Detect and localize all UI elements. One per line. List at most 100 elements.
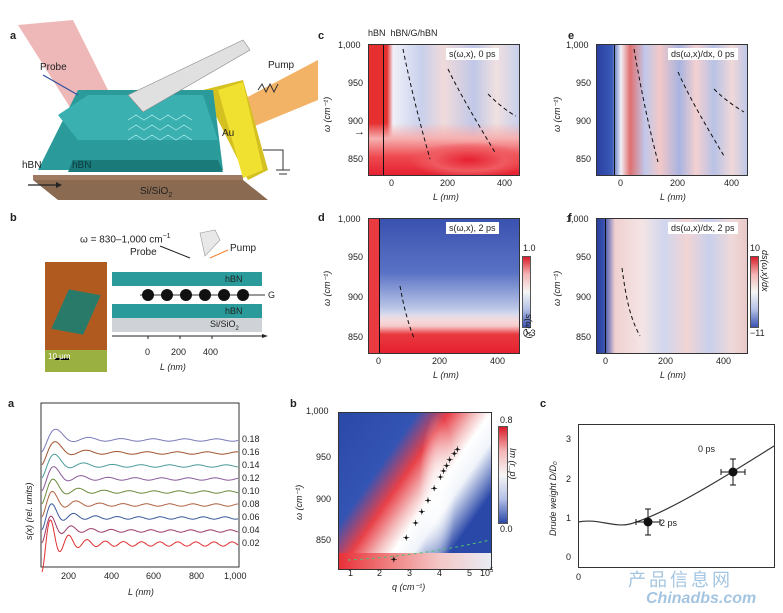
bottom-b-points-group — [390, 446, 461, 563]
bottom-a-series-label: 0.04 — [242, 525, 260, 535]
bottom-a-x-label: L (nm) — [128, 587, 154, 597]
bottom-b-y-label: ω (cm⁻¹) — [294, 484, 304, 520]
panel-letter-c-bottom: c — [540, 398, 547, 410]
bottom-b-error-cross — [418, 508, 425, 515]
bottom-a-x-tick-4: 1,000 — [224, 571, 247, 581]
panel-f-cbar-min: −11 — [750, 328, 765, 338]
panel-c-y-tick-3: 850 — [348, 154, 364, 164]
bottom-a-series-label: 0.14 — [242, 460, 260, 470]
watermark-en: Chinadbs.com — [646, 590, 757, 607]
panel-letter-b-top: b — [10, 212, 17, 224]
panel-b-hbn-top-label: hBN — [225, 274, 243, 284]
bottom-b-error-cross — [403, 534, 410, 541]
panel-b-hbn-top-layer — [112, 272, 262, 286]
panel-b-tip — [159, 229, 229, 259]
panel-b-probe-label: Probe — [130, 247, 157, 258]
panel-b-substrate-text: Si/SiO — [210, 319, 236, 329]
panel-b-omega-sup: −1 — [162, 233, 171, 240]
panel-d-cbar-max: 1.0 — [523, 243, 536, 253]
bottom-b-error-cross — [431, 485, 438, 492]
panel-b-x-tick-2: 400 — [203, 347, 219, 357]
panel-f-colorbar — [750, 256, 759, 328]
panel-e-y-tick-3: 850 — [576, 154, 592, 164]
schematic-au-label: Au — [222, 128, 235, 139]
panel-d-heatmap — [368, 218, 520, 354]
panel-d-dashed-curve — [399, 285, 415, 339]
bottom-a-chart — [40, 402, 240, 573]
panel-d-y-tick-3: 850 — [348, 332, 364, 342]
panel-e-y-label: ω (cm⁻¹) — [552, 96, 562, 132]
panel-b-hbn-bottom-layer — [112, 304, 262, 318]
bottom-b-error-cross — [390, 556, 397, 563]
bottom-b-x-multiplier: 105 — [480, 568, 493, 578]
panel-e-y-tick-0: 1,000 — [566, 40, 589, 50]
bottom-b-x-tick-2: 3 — [407, 568, 413, 578]
bottom-a-series-line — [41, 490, 239, 518]
panel-c-x-tick-0: 0 — [389, 178, 395, 188]
bottom-c-points-group — [635, 458, 746, 536]
panel-b-pump-label: Pump — [230, 243, 257, 254]
bottom-a-series-line — [41, 503, 239, 531]
panel-c-x-tick-1: 200 — [440, 178, 456, 188]
panel-f-y-tick-1: 950 — [576, 252, 592, 262]
schematic-substrate-sub: 2 — [168, 192, 173, 199]
panel-f-heatmap — [596, 218, 748, 354]
bottom-c-y-label: Drude weight D/D₀ — [548, 461, 558, 536]
schematic-pump-label: Pump — [268, 60, 295, 71]
panel-e-y-tick-2: 900 — [576, 116, 592, 126]
panel-b-optical-image — [45, 262, 107, 372]
panel-f-y-label: ω (cm⁻¹) — [552, 270, 562, 306]
panel-b-x-label: L (nm) — [160, 362, 186, 372]
panel-c-tag: s(ω,x), 0 ps — [446, 48, 499, 60]
bottom-b-x-multiplier-base: 10 — [480, 568, 491, 578]
bottom-b-cbar-min: 0.0 — [500, 524, 513, 534]
panel-b-x-tick-1: 200 — [171, 347, 187, 357]
bottom-b-x-tick-4: 5 — [467, 568, 473, 578]
bottom-b-error-cross — [454, 446, 461, 453]
bottom-a-series-label: 0.08 — [242, 499, 260, 509]
panel-b-hbn-bottom-label: hBN — [225, 306, 243, 316]
panel-c-y-tick-0: 1,000 — [338, 40, 361, 50]
bottom-b-y-tick-0: 1,000 — [306, 406, 329, 416]
panel-letter-f: f — [568, 212, 572, 224]
bottom-a-x-tick-3: 800 — [189, 571, 205, 581]
schematic-hbn-left-label: hBN — [22, 160, 42, 171]
bottom-b-x-tick-1: 2 — [377, 568, 383, 578]
panel-b-substrate-layer — [112, 318, 262, 332]
panel-f-x-label: L (nm) — [660, 370, 686, 380]
bottom-a-series-label: 0.02 — [242, 538, 260, 548]
panel-letter-c: c — [318, 30, 325, 42]
panel-f-y-tick-2: 900 — [576, 292, 592, 302]
panel-d-x-tick-0: 0 — [376, 356, 382, 366]
panel-d-x-tick-2: 400 — [490, 356, 506, 366]
bottom-b-error-cross — [412, 519, 419, 526]
panel-f-x-tick-1: 200 — [658, 356, 674, 366]
bottom-b-y-tick-2: 900 — [316, 494, 332, 504]
panel-f-y-tick-0: 1,000 — [566, 214, 589, 224]
panel-f-x-tick-2: 400 — [716, 356, 732, 366]
bottom-b-colorbar — [498, 426, 508, 524]
panel-c-x-tick-2: 400 — [497, 178, 513, 188]
bottom-c-y-tick-0: 0 — [566, 552, 572, 562]
panel-d-colorbar — [522, 256, 531, 328]
bottom-c-frame — [578, 424, 775, 568]
bottom-a-series-group — [41, 428, 239, 573]
bottom-b-overlay — [347, 446, 490, 563]
bottom-c-curve — [578, 445, 775, 526]
bottom-b-x-multiplier-exp: 5 — [490, 568, 494, 574]
panel-b-substrate-sub: 2 — [235, 325, 239, 332]
panel-b-graphene-atoms — [140, 289, 265, 301]
panel-e-x-tick-2: 400 — [724, 178, 740, 188]
panel-d-cbar-label: s(ω,x) — [524, 314, 534, 339]
panel-b-g-label: G — [268, 290, 276, 300]
bottom-a-series-line — [41, 453, 239, 479]
panel-e-x-tick-1: 200 — [670, 178, 686, 188]
panel-f-cbar-max: 10 — [750, 243, 761, 253]
panel-f-dashed-curve — [621, 267, 641, 337]
schematic-probe-label: Probe — [40, 62, 67, 73]
panel-c-y-tick-2: 900 — [348, 116, 364, 126]
panel-letter-a-bottom: a — [8, 398, 15, 410]
bottom-b-error-cross — [437, 474, 444, 480]
bottom-b-cbar-label: Im (r_p) — [508, 448, 518, 480]
panel-f-tag: ds(ω,x)/dx, 2 ps — [668, 222, 738, 234]
